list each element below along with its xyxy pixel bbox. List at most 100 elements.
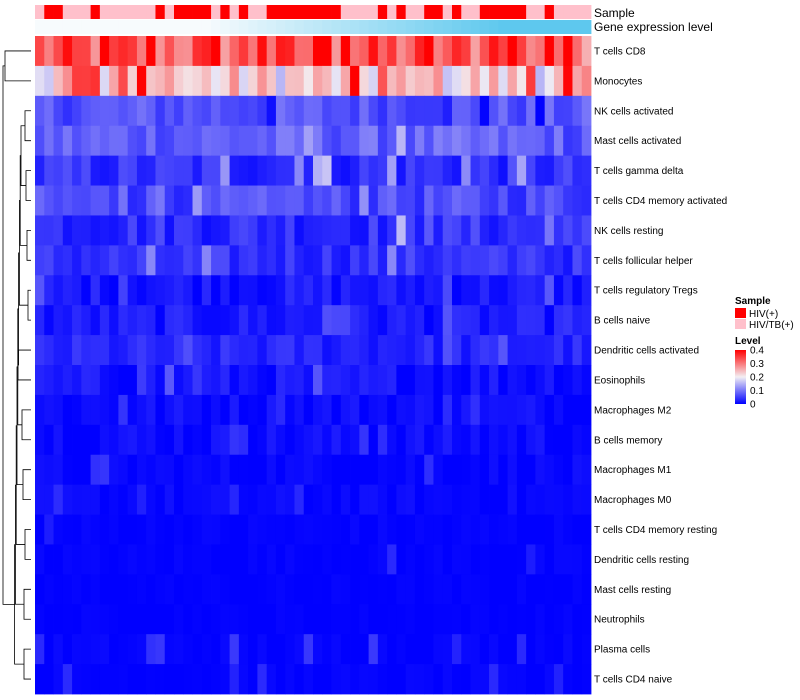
heatmap-cell xyxy=(294,185,305,216)
heatmap-cell xyxy=(340,185,351,216)
heatmap-cell xyxy=(507,424,518,456)
heatmap-cell xyxy=(322,365,332,396)
heatmap-cell xyxy=(266,634,277,665)
heatmap-cell xyxy=(313,185,323,216)
expression-annotation-cell xyxy=(220,20,230,34)
heatmap-cell xyxy=(155,335,166,366)
heatmap-cell xyxy=(368,245,379,276)
heatmap-cell xyxy=(183,335,193,366)
heatmap-cell xyxy=(340,125,351,157)
heatmap-cell xyxy=(489,544,499,575)
heatmap-cell xyxy=(211,544,221,575)
heatmap-cell xyxy=(99,155,110,186)
heatmap-cell xyxy=(313,664,323,695)
heatmap-cell xyxy=(572,664,583,695)
heatmap-cell xyxy=(294,514,305,545)
heatmap-cell xyxy=(275,664,286,695)
heatmap-cell xyxy=(544,215,555,246)
heatmap-cell xyxy=(136,574,147,605)
heatmap-cell xyxy=(313,65,323,97)
heatmap-cell xyxy=(238,65,249,97)
heatmap-cell xyxy=(516,424,527,456)
expression-annotation-cell xyxy=(479,20,490,34)
heatmap-cell xyxy=(461,36,471,67)
heatmap-cell xyxy=(405,185,416,216)
heatmap-cell xyxy=(414,36,425,67)
heatmap-cell xyxy=(294,155,305,186)
heatmap-cell xyxy=(266,335,277,366)
heatmap-cell xyxy=(322,36,332,67)
heatmap-cell xyxy=(322,634,332,665)
heatmap-cell xyxy=(331,155,342,186)
heatmap-cell xyxy=(498,424,508,456)
heatmap-cell xyxy=(266,245,277,276)
heatmap-cell xyxy=(359,574,369,605)
heatmap-cell xyxy=(331,335,342,366)
heatmap-cell xyxy=(340,544,351,575)
heatmap-cell xyxy=(563,424,573,456)
heatmap-cell xyxy=(257,454,268,486)
heatmap-cell xyxy=(164,424,175,456)
heatmap-cell xyxy=(192,514,203,545)
heatmap-cell xyxy=(53,544,64,575)
heatmap-cell xyxy=(563,574,573,605)
heatmap-cell xyxy=(489,335,499,366)
heatmap-cell xyxy=(470,574,481,605)
heatmap-cell xyxy=(442,335,453,366)
heatmap-cell xyxy=(146,245,156,276)
heatmap-cell xyxy=(35,155,45,186)
heatmap-cell xyxy=(350,245,360,276)
heatmap-cell xyxy=(498,634,508,665)
sample-annotation-cell xyxy=(498,5,508,19)
heatmap-cell xyxy=(183,664,193,695)
heatmap-cell xyxy=(109,305,119,336)
heatmap-cell xyxy=(257,634,268,665)
heatmap-cell xyxy=(155,424,166,456)
heatmap-cell xyxy=(136,65,147,97)
heatmap-cell xyxy=(581,604,592,635)
heatmap-cell xyxy=(201,155,212,186)
heatmap-cell xyxy=(220,664,230,695)
heatmap-cell xyxy=(81,305,91,336)
heatmap-cell xyxy=(285,365,295,396)
heatmap-cell xyxy=(183,394,193,426)
heatmap-cell xyxy=(396,305,407,336)
heatmap-cell xyxy=(136,544,147,575)
heatmap-cell xyxy=(35,95,45,127)
sample-annotation-cell xyxy=(452,5,462,19)
heatmap-cell xyxy=(220,215,230,246)
heatmap-cell xyxy=(35,484,45,515)
expression-annotation-cell xyxy=(461,20,471,34)
heatmap-cell xyxy=(414,574,425,605)
heatmap-cell xyxy=(35,36,45,67)
row-label: NK cells activated xyxy=(594,106,673,117)
heatmap-cell xyxy=(507,155,518,186)
heatmap-cell xyxy=(377,424,388,456)
heatmap-cell xyxy=(516,634,527,665)
heatmap-cell xyxy=(118,634,129,665)
heatmap-cell xyxy=(44,335,54,366)
heatmap-cell xyxy=(183,275,193,306)
heatmap-cell xyxy=(72,36,82,67)
heatmap-cell xyxy=(405,454,416,486)
heatmap-cell xyxy=(377,36,388,67)
heatmap-cell xyxy=(414,514,425,545)
heatmap-cell xyxy=(146,305,156,336)
heatmap-cell xyxy=(44,574,54,605)
heatmap-cell xyxy=(44,484,54,515)
heatmap-cell xyxy=(516,125,527,157)
heatmap-cell xyxy=(238,365,249,396)
heatmap-cell xyxy=(581,365,592,396)
heatmap-cell xyxy=(479,125,490,157)
heatmap-cell xyxy=(35,544,45,575)
heatmap-cell xyxy=(387,215,397,246)
heatmap-cell xyxy=(572,484,583,515)
heatmap-cell xyxy=(127,215,138,246)
heatmap-cell xyxy=(461,664,471,695)
dendrogram-branch xyxy=(17,349,31,381)
heatmap-cell xyxy=(544,185,555,216)
heatmap-cell xyxy=(479,574,490,605)
sample-annotation-cell xyxy=(414,5,425,19)
heatmap-cell xyxy=(387,634,397,665)
heatmap-cell xyxy=(229,65,240,97)
